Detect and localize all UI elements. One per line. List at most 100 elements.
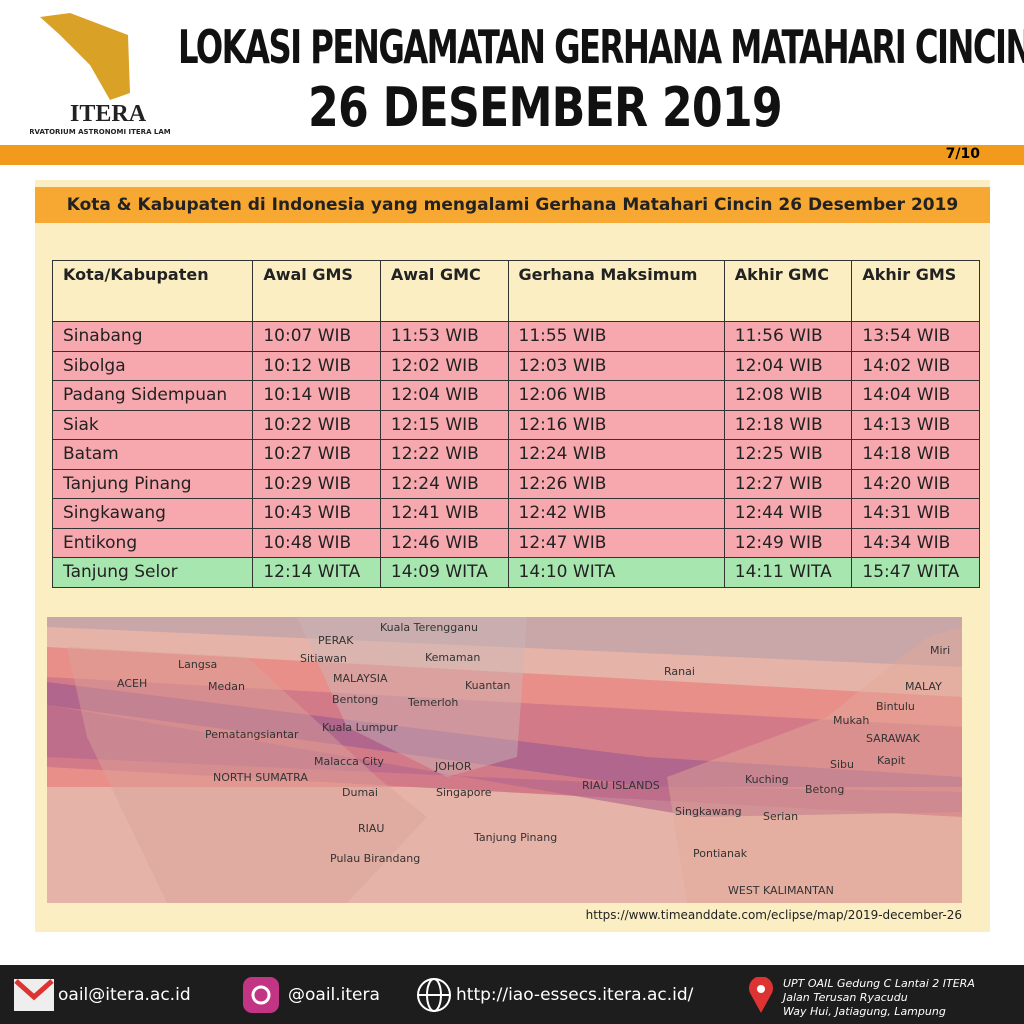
map-label: PERAK [318,634,354,647]
title: LOKASI PENGAMATAN GERHANA MATAHARI CINCI… [178,20,1024,74]
address-line: UPT OAIL Gedung C Lantai 2 ITERA [783,977,975,990]
table-cell: 10:12 WIB [252,350,381,381]
table-cell: 12:04 WIB [723,350,853,381]
map-label: Sibu [830,758,854,771]
table-cell: 12:44 WIB [723,498,853,529]
map-label: Pematangsiantar [205,728,299,741]
map: Kuala Terengganu PERAK Sitiawan Kemaman MALA… [47,617,962,903]
table-cell: 12:15 WIB [379,409,509,440]
mail-icon [14,979,54,1011]
table-cell: Padang Sidempuan [51,380,254,411]
table-cell: 10:27 WIB [252,439,381,470]
map-label: NORTH SUMATRA [213,771,308,784]
column-header: Akhir GMC [723,260,853,322]
table-cell: 10:48 WIB [252,527,381,558]
map-label: Dumai [342,786,378,799]
table-cell: 12:03 WIB [507,350,725,381]
table-cell: Tanjung Pinang [51,468,254,499]
map-label: Tanjung Pinang [473,831,557,844]
logo-shape [40,13,130,100]
table-cell: 12:25 WIB [723,439,853,470]
location-icon [749,977,773,1013]
table-row: Singkawang 10:43 WIB 12:41 WIB 12:42 WIB 12:… [51,498,980,529]
table-cell: 14:20 WIB [851,468,980,499]
table-row: Tanjung Pinang 10:29 WIB 12:24 WIB 12:26 WI… [51,468,980,499]
web-icon [417,978,451,1012]
map-label: Serian [763,810,798,823]
table-cell: Siak [51,409,254,440]
table-cell: 12:24 WIB [507,439,725,470]
table-cell: 11:53 WIB [379,321,509,352]
map-label: Ranai [664,665,695,678]
email: oail@itera.ac.id [58,985,191,1005]
column-header: Akhir GMS [851,260,980,322]
map-label: MALAYSIA [333,672,388,685]
table-cell: Sinabang [51,321,254,352]
map-label: Kuching [745,773,789,786]
table-cell: 13:54 WIB [851,321,980,352]
map-label: Betong [805,783,844,796]
table-cell: 12:02 WIB [379,350,509,381]
table-cell: 10:43 WIB [252,498,381,529]
table-cell: 12:46 WIB [379,527,509,558]
table-cell: 12:08 WIB [723,380,853,411]
column-header: Awal GMC [379,260,509,322]
table: Kota/Kabupaten Awal GMS Awal GMC Gerhana Ma… [51,260,980,588]
logo-subtitle: OBSERVATORIUM ASTRONOMI ITERA LAMPUNG [30,128,170,136]
map-label: Singkawang [675,805,742,818]
table-cell: 14:02 WIB [851,350,980,381]
address-line: Way Hui, Jatiagung, Lampung [783,1005,946,1018]
table-cell: 14:13 WIB [851,409,980,440]
table-cell: 14:09 WITA [379,557,509,588]
table-cell: 10:14 WIB [252,380,381,411]
address-line: Jalan Terusan Ryacudu [783,991,908,1004]
table-cell: 12:41 WIB [379,498,509,529]
table-cell: 14:31 WIB [851,498,980,529]
map-label: WEST KALIMANTAN [728,884,834,897]
table-row: Siak 10:22 WIB 12:15 WIB 12:16 WIB 12:18 WIB… [51,409,980,440]
table-cell: 12:18 WIB [723,409,853,440]
date: 26 DESEMBER 2019 [308,76,783,139]
logo-text: ITERA [70,101,147,127]
map-label: Temerloh [407,696,458,709]
table-cell: 10:29 WIB [252,468,381,499]
table-cell: 14:10 WITA [507,557,725,588]
map-source: https://www.timeanddate.com/eclipse/map/… [585,908,962,922]
map-label: JOHOR [434,760,472,773]
table-cell: Sibolga [51,350,254,381]
table-row: Sinabang 10:07 WIB 11:53 WIB 11:55 WIB 11:56… [51,321,980,352]
logo: ITERA OBSERVATORIUM ASTRONOMI ITERA LAMP… [30,13,170,136]
table-row: Padang Sidempuan 10:14 WIB 12:04 WIB 12:06 … [51,380,980,411]
table-row: Batam 10:27 WIB 12:22 WIB 12:24 WIB 12:25 WI… [51,439,980,470]
map-label: Miri [930,644,950,657]
table-cell: 11:56 WIB [723,321,853,352]
table-cell: 14:18 WIB [851,439,980,470]
map-label: Kapit [877,754,906,767]
table-cell: Singkawang [51,498,254,529]
map-label: Kuantan [465,679,510,692]
map-label: Pontianak [693,847,748,860]
column-header: Kota/Kabupaten [51,260,254,322]
column-header: Awal GMS [252,260,381,322]
column-header: Gerhana Maksimum [507,260,725,322]
table-cell: 12:27 WIB [723,468,853,499]
table-cell: 12:24 WIB [379,468,509,499]
table-cell: Tanjung Selor [51,557,254,588]
instagram: @oail.itera [288,985,380,1005]
footer: oail@itera.ac.id @oail.itera http://iao-… [0,965,1024,1024]
map-label: Bintulu [876,700,915,713]
table-row: Sibolga 10:12 WIB 12:02 WIB 12:03 WIB 12:04 … [51,350,980,381]
table-cell: 12:26 WIB [507,468,725,499]
table-cell: 12:04 WIB [379,380,509,411]
table-cell: Batam [51,439,254,470]
page-number: 7/10 [945,146,980,162]
map-label: RIAU [358,822,384,835]
map-label: Mukah [833,714,869,727]
table-cell: 12:16 WIB [507,409,725,440]
table-cell: 12:42 WIB [507,498,725,529]
map-label: SARAWAK [866,732,921,745]
map-label: Kuala Lumpur [322,721,398,734]
website: http://iao-essecs.itera.ac.id/ [456,985,694,1005]
map-label: Bentong [332,693,378,706]
